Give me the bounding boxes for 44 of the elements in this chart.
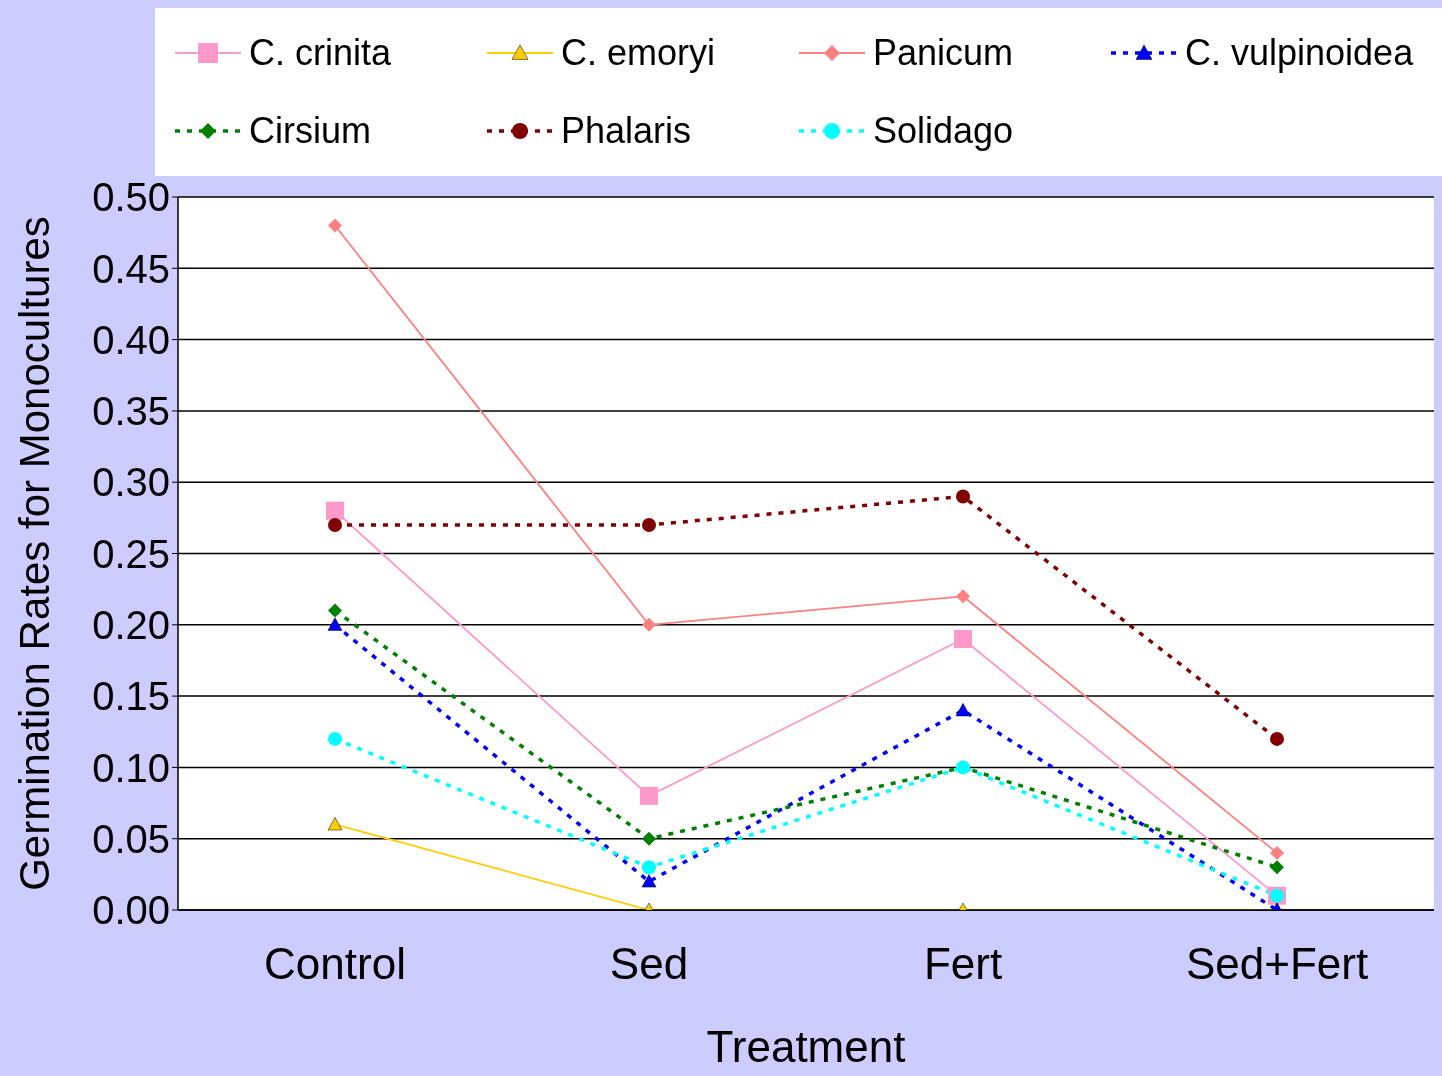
- y-tick-label: 0.45: [92, 246, 170, 291]
- point: [1270, 845, 1284, 860]
- y-axis-title: Germination Rates for Monocultures: [10, 216, 58, 891]
- point: [642, 517, 656, 532]
- y-tick-label: 0.25: [92, 531, 170, 576]
- legend-label: C. vulpinoidea: [1185, 32, 1414, 74]
- point: [640, 786, 658, 805]
- point: [1270, 731, 1284, 746]
- y-tick-label: 0.15: [92, 674, 170, 719]
- point: [642, 831, 656, 846]
- x-tick-label: Sed+Fert: [1185, 939, 1369, 989]
- point: [1270, 860, 1284, 875]
- point: [327, 817, 343, 831]
- point: [642, 860, 656, 875]
- point: [956, 589, 970, 604]
- legend-label: C. crinita: [249, 32, 392, 74]
- y-tick-label: 0.50: [92, 175, 170, 220]
- point: [328, 731, 342, 746]
- point: [954, 630, 972, 649]
- point: [326, 501, 344, 520]
- legend-label: Phalaris: [561, 110, 692, 152]
- y-tick-label: 0.30: [92, 460, 170, 505]
- x-tick-label: Fert: [923, 939, 1003, 989]
- y-tick-label: 0.05: [92, 816, 170, 861]
- y-tick-label: 0.35: [92, 389, 170, 434]
- point: [956, 489, 970, 504]
- point: [328, 603, 342, 618]
- y-tick-label: 0.10: [92, 745, 170, 790]
- legend-label: Cirsium: [249, 110, 371, 152]
- point: [641, 874, 657, 888]
- x-tick-label: Control: [264, 939, 406, 989]
- point: [642, 617, 656, 632]
- legend-label: Solidago: [873, 110, 1014, 152]
- point: [327, 617, 343, 631]
- legend-label: C. emoryi: [561, 32, 716, 74]
- y-tick-label: 0.40: [92, 317, 170, 362]
- x-tick-label: Sed: [609, 939, 689, 989]
- point: [328, 517, 342, 532]
- x-axis-title: Treatment: [706, 1022, 906, 1071]
- y-tick-label: 0.00: [92, 888, 170, 933]
- point: [955, 703, 971, 717]
- legend-label: Panicum: [873, 32, 1014, 74]
- y-tick-label: 0.20: [92, 603, 170, 647]
- point: [328, 218, 342, 233]
